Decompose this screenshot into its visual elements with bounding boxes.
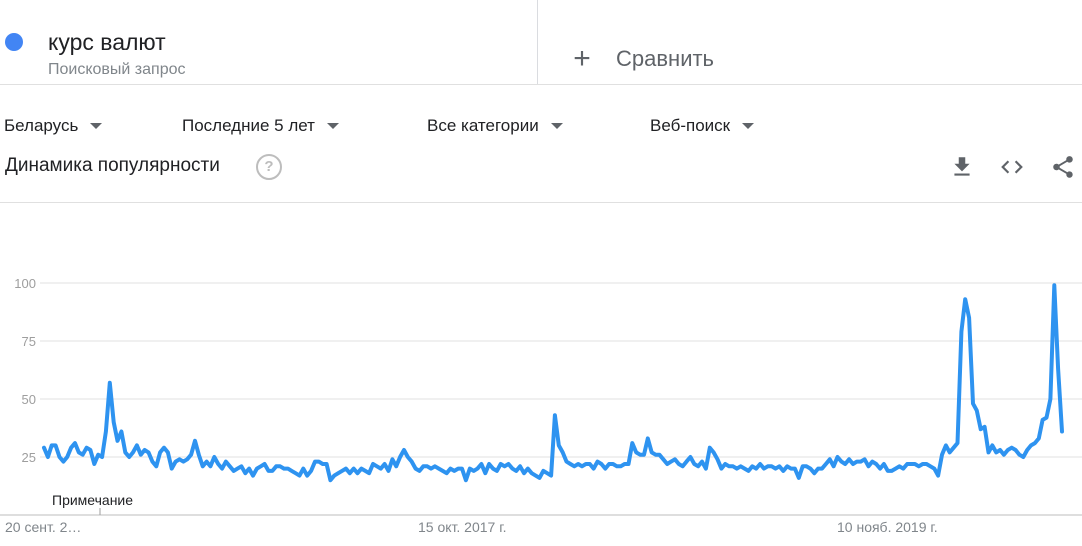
popularity-line-chart: 100 75 50 25 Примечание 20 сент. 2… 15 окт. 20…	[0, 276, 1082, 535]
chevron-down-icon	[90, 123, 103, 129]
filter-region-label: Беларусь	[4, 116, 79, 135]
x-tick-label: 10 нояб. 2019 г.	[837, 519, 938, 535]
search-term-name[interactable]: курс валют	[48, 29, 166, 55]
embed-icon[interactable]	[999, 154, 1025, 180]
y-tick-label: 25	[22, 450, 36, 465]
chevron-down-icon	[550, 123, 563, 129]
download-icon[interactable]	[949, 154, 975, 180]
y-tick-label: 50	[22, 392, 36, 407]
compare-button[interactable]: + Сравнить	[570, 44, 714, 74]
plus-icon: +	[573, 42, 591, 75]
x-tick-label: 20 сент. 2…	[5, 519, 81, 535]
header-divider	[537, 0, 538, 84]
x-tick-label: 15 окт. 2017 г.	[418, 519, 507, 535]
compare-label: Сравнить	[616, 46, 715, 71]
search-term-card[interactable]: курс валют Поисковый запрос	[0, 0, 537, 84]
filter-category-label: Все категории	[427, 116, 539, 135]
header-bottom-divider	[0, 84, 1082, 85]
chevron-down-icon	[742, 123, 755, 129]
search-term-type: Поисковый запрос	[48, 61, 186, 78]
filter-time-range[interactable]: Последние 5 лет	[182, 114, 339, 138]
filter-category[interactable]: Все категории	[427, 114, 563, 138]
filter-time-range-label: Последние 5 лет	[182, 116, 315, 135]
chevron-down-icon	[326, 123, 339, 129]
y-tick-label: 75	[22, 334, 36, 349]
series-line	[42, 283, 1064, 483]
annotation-label: Примечание	[52, 492, 133, 508]
help-icon[interactable]: ?	[256, 154, 282, 180]
filter-region[interactable]: Беларусь	[4, 114, 103, 138]
section-title: Динамика популярности	[5, 155, 220, 176]
section-divider	[0, 202, 1082, 203]
filter-search-type[interactable]: Веб-поиск	[650, 114, 755, 138]
y-tick-label: 100	[14, 276, 36, 291]
share-icon[interactable]	[1050, 154, 1076, 180]
filter-search-type-label: Веб-поиск	[650, 116, 731, 135]
series-color-dot	[5, 33, 23, 51]
